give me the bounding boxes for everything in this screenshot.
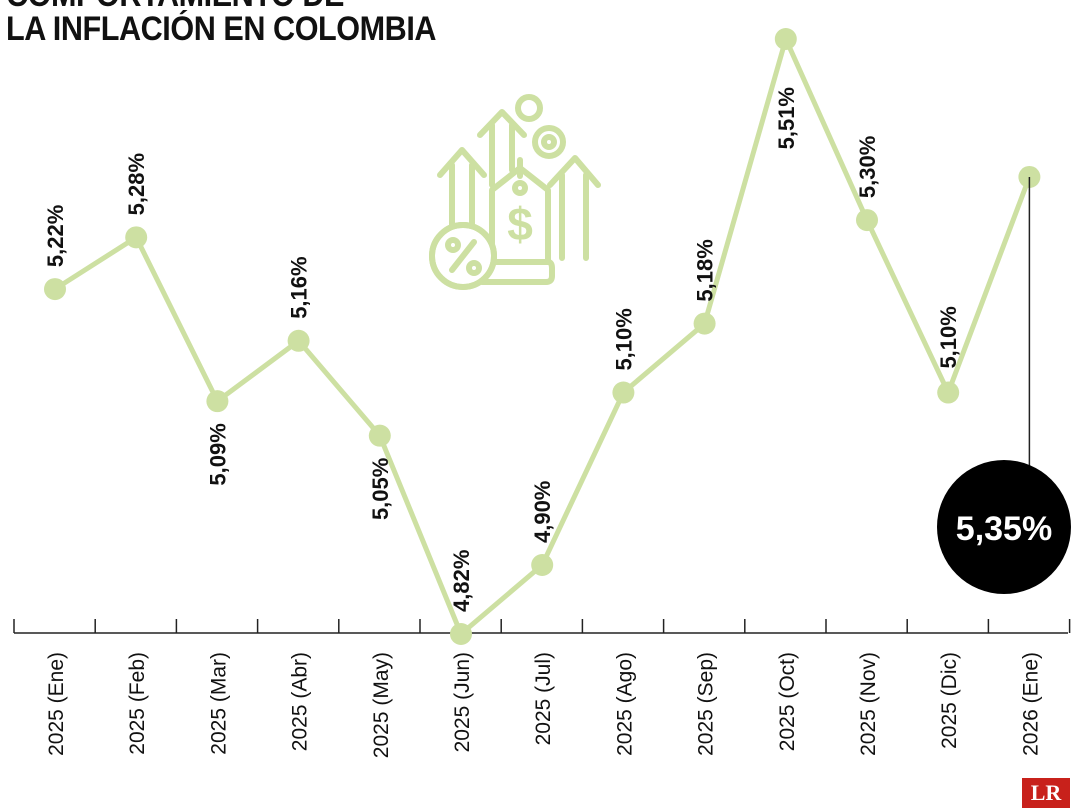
data-label: 4,90% (530, 481, 555, 543)
data-label: 5,28% (124, 153, 149, 215)
x-tick-label: 2025 (Jul) (532, 652, 555, 745)
chart-title-line-1: COMPORTAMIENTO DE (6, 0, 344, 15)
x-tick-label: 2025 (Ago) (613, 652, 636, 756)
x-tick-label: 2025 (Jun) (451, 652, 474, 752)
data-point (856, 209, 878, 232)
data-point (612, 381, 635, 404)
data-label: 4,82% (449, 550, 474, 612)
data-point (287, 329, 310, 352)
data-label: 5,30% (855, 136, 880, 198)
x-axis (13, 619, 1071, 634)
data-point (937, 381, 960, 404)
data-point (774, 28, 797, 50)
badge-value: 5,35% (956, 510, 1052, 548)
data-point (693, 312, 716, 335)
data-point (44, 278, 66, 301)
x-tick-label: 2025 (Ene) (45, 652, 68, 756)
data-label: 5,16% (287, 256, 312, 318)
data-point (206, 390, 229, 413)
x-tick-label: 2025 (Dic) (938, 652, 961, 749)
data-point (531, 554, 554, 577)
data-label: 5,05% (368, 458, 393, 520)
finance-inflation-icon: $ (429, 94, 601, 290)
data-labels: 5,22% 5,28% 5,09% 5,16% 5,05% 4,82% 4,90% 5,10%… (43, 87, 961, 612)
data-label: 5,10% (611, 308, 636, 370)
data-label: 5,10% (936, 306, 961, 368)
data-point (450, 623, 472, 645)
x-tick-label: 2025 (Abr) (289, 652, 312, 751)
data-label: 5,22% (43, 205, 68, 267)
x-tick-label: 2025 (Mar) (207, 652, 230, 755)
x-tick-label: 2025 (May) (370, 652, 393, 758)
svg-text:$: $ (507, 198, 533, 250)
data-label: 5,18% (693, 239, 718, 301)
la-republica-logo: LR (1022, 778, 1070, 808)
x-tick-label: 2025 (Oct) (776, 652, 799, 751)
x-tick-labels: 2025 (Ene) 2025 (Feb) 2025 (Mar) 2025 (Abr)… (45, 652, 1042, 758)
badge-circle (937, 460, 1071, 594)
data-label: 5,09% (205, 423, 230, 485)
x-tick-label: 2025 (Sep) (695, 652, 718, 756)
highlight-badge: 5,35% (937, 176, 1071, 594)
data-label: 5,51% (774, 87, 799, 149)
data-point (125, 226, 148, 249)
chart-title-line-2: LA INFLACIÓN EN COLOMBIA (6, 10, 437, 48)
data-points (44, 28, 1041, 645)
x-tick-label: 2025 (Feb) (126, 652, 149, 755)
data-point (368, 424, 391, 447)
x-tick-label: 2025 (Nov) (857, 652, 880, 756)
x-tick-label: 2026 (Ene) (1019, 652, 1042, 756)
